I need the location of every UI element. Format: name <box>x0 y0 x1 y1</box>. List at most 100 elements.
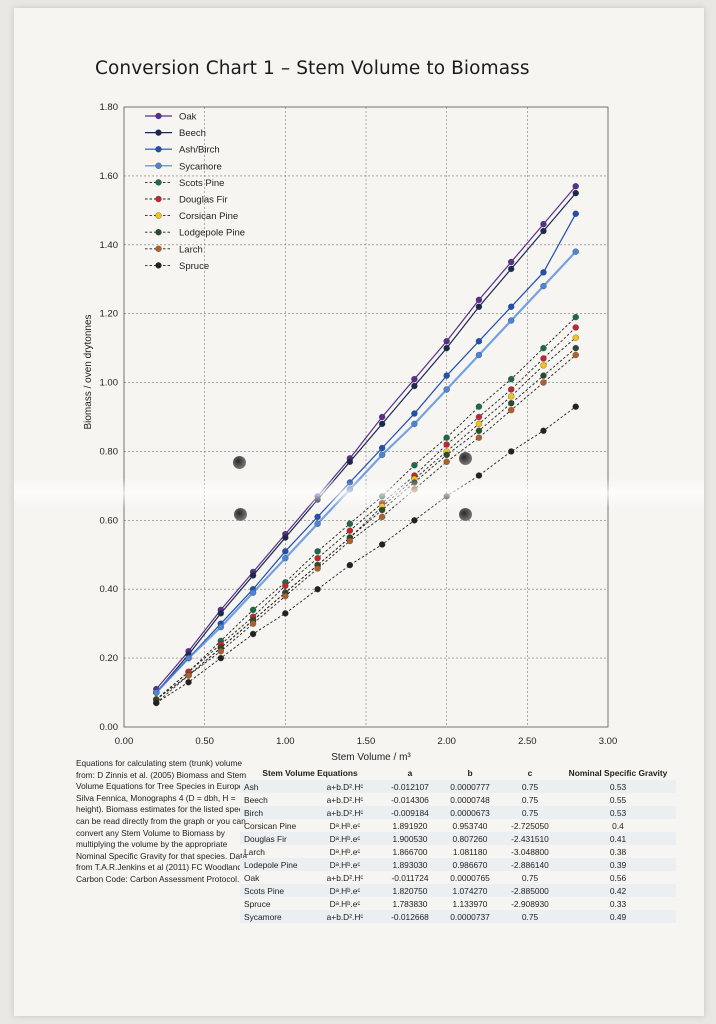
data-point <box>346 527 354 534</box>
data-point <box>314 555 321 562</box>
legend-marker <box>155 245 162 252</box>
data-point <box>508 386 515 393</box>
table-row: Beech a+b.D².Hᶜ -0.014306 0.0000748 0.75 0.55 <box>240 793 676 806</box>
data-point <box>572 334 579 341</box>
punch-hole <box>233 456 246 469</box>
y-tick-label: 0.40 <box>100 584 119 595</box>
data-point <box>443 434 450 441</box>
data-point <box>249 630 257 638</box>
data-point <box>378 541 386 548</box>
data-point <box>314 565 321 572</box>
legend-label: Lodgepole Pine <box>179 228 245 239</box>
header-equations: Stem Volume Equations <box>262 767 358 778</box>
species-cell: Sycamore <box>240 910 310 923</box>
x-tick-label: 1.00 <box>276 736 295 747</box>
data-point <box>540 220 547 228</box>
data-point <box>185 679 192 686</box>
specific-gravity-cell: 0.56 <box>609 872 627 883</box>
a-cell: -0.009184 <box>380 806 440 819</box>
legend-label: Larch <box>179 244 203 255</box>
species-cell: Larch <box>244 846 265 857</box>
legend-item: Spruce <box>145 261 209 272</box>
b-cell: 0.0000673 <box>440 806 500 819</box>
data-point <box>572 189 579 197</box>
a-cell: 1.893030 <box>380 858 440 871</box>
y-axis-label: Biomass / oven drytonnes <box>83 314 94 429</box>
b-cell: 1.074270 <box>440 884 500 897</box>
series-line <box>155 213 577 693</box>
data-point <box>411 517 418 524</box>
legend-label: Sycamore <box>179 161 222 172</box>
legend-item: Ash/Birch <box>145 145 220 156</box>
data-point <box>572 351 579 359</box>
c-cell: -3.048800 <box>511 846 549 857</box>
data-point <box>153 689 160 696</box>
data-point <box>346 520 354 527</box>
series-line <box>155 192 577 693</box>
series-line <box>155 327 577 700</box>
data-point <box>411 410 418 417</box>
equation-cell: Dᵃ.Hᵇ.eᶜ <box>310 858 380 871</box>
species-cell: Oak <box>244 872 260 883</box>
b-cell: 0.807260 <box>440 832 500 845</box>
x-tick-label: 0.50 <box>195 736 214 747</box>
data-point <box>282 582 289 589</box>
legend-label: Corsican Pine <box>179 211 238 222</box>
data-point <box>443 386 450 393</box>
legend-item: Sycamore <box>145 161 222 172</box>
data-point <box>346 561 354 569</box>
equation-cell: Dᵃ.Hᵇ.eᶜ <box>310 832 380 845</box>
x-tick-label: 0.00 <box>115 736 134 747</box>
table-row: Lodepole Pine Dᵃ.Hᵇ.eᶜ 1.893030 0.986670 -2.… <box>240 858 676 871</box>
data-point <box>314 520 321 527</box>
b-cell: 1.133970 <box>452 898 488 909</box>
data-point <box>540 282 547 290</box>
species-cell: Ash <box>240 780 310 793</box>
data-point <box>185 654 192 662</box>
data-point <box>540 269 547 276</box>
table-row: Corsican Pine Dᵃ.Hᵇ.eᶜ 1.891920 0.953740 -2.… <box>240 819 676 832</box>
data-point <box>540 372 547 379</box>
legend-label: Oak <box>179 112 197 123</box>
y-tick-label: 1.40 <box>100 240 119 251</box>
data-point <box>411 462 418 469</box>
data-point <box>508 448 515 455</box>
b-cell: 0.953740 <box>452 820 488 831</box>
x-tick-label: 3.00 <box>599 736 618 747</box>
legend-item: Larch <box>145 244 203 255</box>
data-point <box>572 210 579 217</box>
data-point <box>411 479 418 486</box>
data-point <box>185 672 192 679</box>
data-point <box>475 296 483 304</box>
series-line <box>155 347 577 700</box>
series-douglas-fir <box>153 324 579 703</box>
legend-item: Beech <box>145 128 206 139</box>
data-point <box>443 441 450 448</box>
series-spruce <box>153 403 579 707</box>
y-tick-label: 0.00 <box>100 722 119 733</box>
legend-marker <box>155 129 162 136</box>
specific-gravity-cell: 0.33 <box>609 898 627 909</box>
data-point <box>572 324 579 331</box>
data-point <box>475 338 483 345</box>
data-point <box>249 606 257 614</box>
x-tick-label: 2.00 <box>437 736 456 747</box>
plot-frame <box>123 106 609 728</box>
chart-series <box>153 183 579 707</box>
header-c: c <box>527 767 533 778</box>
data-point <box>217 610 224 617</box>
a-cell: 1.820750 <box>380 884 440 897</box>
a-cell: 1.783830 <box>392 898 428 909</box>
data-point <box>217 623 224 631</box>
data-point <box>572 248 579 255</box>
data-point <box>217 654 224 662</box>
equation-cell: Dᵃ.Hᵇ.eᶜ <box>329 820 361 831</box>
data-point <box>217 648 224 655</box>
species-cell: Douglas Fir <box>240 832 310 845</box>
table-row: Oak a+b.D².Hᶜ -0.011724 0.0000765 0.75 0.56 <box>240 871 676 884</box>
data-point <box>443 493 450 500</box>
data-point <box>572 403 579 410</box>
data-point <box>378 493 386 500</box>
series-line <box>155 337 577 700</box>
y-tick-label: 1.80 <box>100 102 119 113</box>
